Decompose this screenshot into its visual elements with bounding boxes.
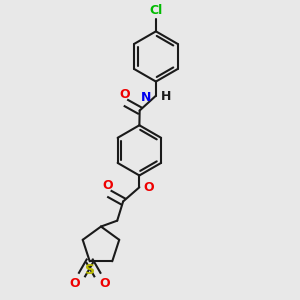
Text: H: H [161,90,172,103]
Text: O: O [69,277,80,290]
Text: S: S [85,263,95,277]
Text: O: O [144,182,154,194]
Text: N: N [141,91,152,104]
Text: O: O [119,88,130,101]
Text: O: O [103,179,113,192]
Text: Cl: Cl [149,4,163,17]
Text: O: O [100,277,110,290]
